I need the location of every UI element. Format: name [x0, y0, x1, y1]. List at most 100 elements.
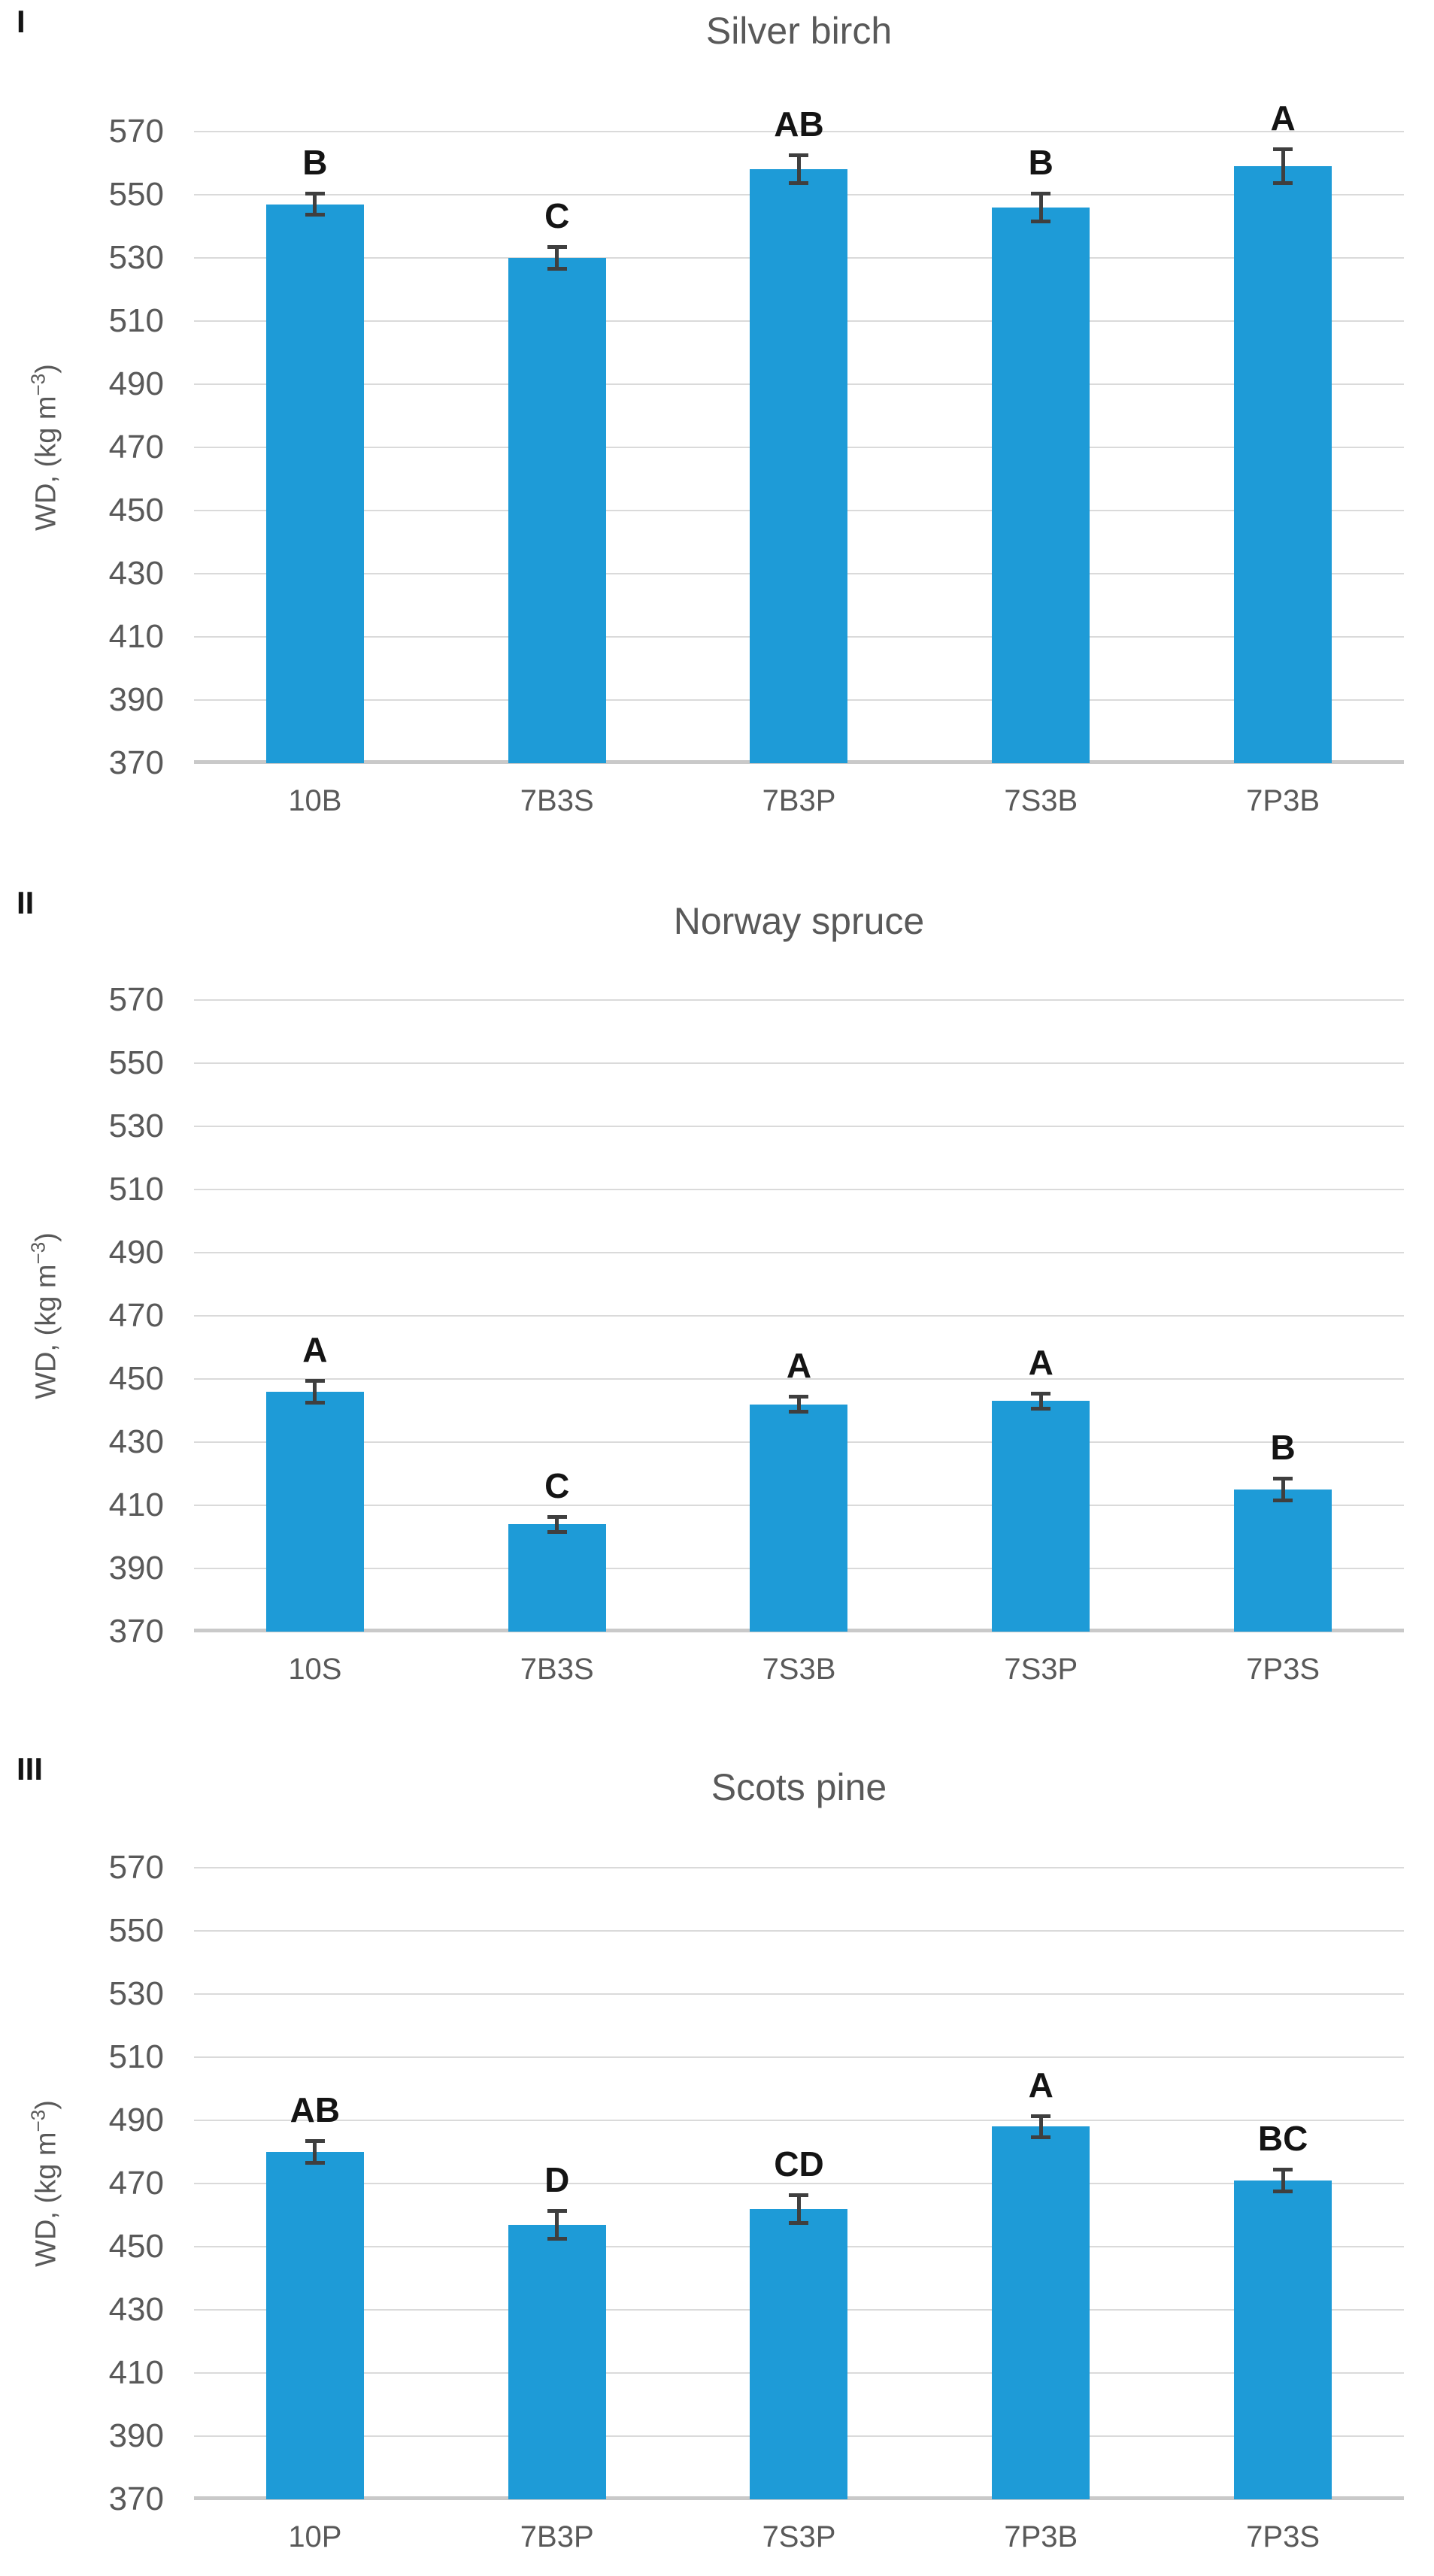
x-label-7P3S: 7P3S	[1246, 1653, 1320, 1686]
y-tick-470: 470	[108, 1297, 164, 1334]
y-tick-550: 550	[108, 1044, 164, 1081]
x-label-7P3B: 7P3B	[1004, 2520, 1078, 2553]
significance-letter-7B3P: AB	[774, 105, 824, 144]
y-tick-390: 390	[108, 1550, 164, 1587]
x-label-7P3S: 7P3S	[1246, 2520, 1320, 2553]
chart-panel-norway-spruce: II Norway spruce WD, (kg m−3) 570 550 530 5…	[0, 859, 1434, 1717]
error-cap-bottom-7S3B	[789, 1410, 809, 1414]
error-bar-7S3B	[796, 1395, 801, 1414]
gridline-570	[194, 999, 1404, 1001]
panel-numeral: III	[17, 1751, 44, 1787]
panel-numeral: I	[17, 4, 26, 39]
chart-title: Silver birch	[705, 10, 893, 52]
error-cap-bottom-7P3S	[1273, 2189, 1293, 2193]
y-tick-450: 450	[108, 1360, 164, 1397]
category-slot-7S3P: A 7S3P	[920, 1000, 1162, 1684]
x-label-7B3S: 7B3S	[520, 784, 594, 817]
y-tick-570: 570	[108, 1849, 164, 1886]
plot-area: B 10B C 7B3S AB 7B3P B 7S3B A 7P3B	[194, 101, 1404, 816]
gridline-470	[194, 1315, 1404, 1317]
y-tick-490: 490	[108, 365, 164, 402]
y-tick-550: 550	[108, 1912, 164, 1949]
bar-7P3B	[992, 2126, 1090, 2499]
x-label-10B: 10B	[288, 784, 342, 817]
significance-letter-7S3P: CD	[774, 2144, 824, 2184]
y-axis-ticks: 570 550 530 510 490 470 450 430 410 390 370	[0, 1851, 176, 2516]
x-label-10P: 10P	[288, 2520, 342, 2553]
category-slot-7P3B: A 7P3B	[920, 1868, 1162, 2552]
y-tick-370: 370	[108, 2481, 164, 2517]
category-slot-7P3S: B 7P3S	[1162, 1000, 1404, 1684]
error-cap-top-7S3B	[789, 1395, 809, 1399]
y-tick-530: 530	[108, 1975, 164, 2012]
gridline-550	[194, 1930, 1404, 1932]
y-tick-410: 410	[108, 1487, 164, 1523]
y-tick-450: 450	[108, 492, 164, 529]
y-tick-570: 570	[108, 113, 164, 150]
category-slot-7B3S: C 7B3S	[436, 132, 678, 816]
x-label-7B3P: 7B3P	[762, 784, 836, 817]
error-bar-7P3S	[1281, 2168, 1285, 2193]
error-cap-bottom-7B3S	[547, 1529, 567, 1534]
bar-7B3P	[750, 169, 848, 763]
error-cap-bottom-10P	[305, 2160, 325, 2165]
error-cap-top-7B3S	[547, 1514, 567, 1519]
gridline-570	[194, 131, 1404, 132]
y-tick-550: 550	[108, 176, 164, 213]
bar-7B3P	[508, 2224, 606, 2499]
plot-area: AB 10P D 7B3P CD 7S3P A 7P3B BC 7P3S	[194, 1867, 1404, 2552]
chart-title: Norway spruce	[673, 900, 925, 942]
error-cap-top-7S3P	[1031, 1391, 1051, 1396]
significance-letter-7P3S: BC	[1257, 2119, 1308, 2158]
y-tick-510: 510	[108, 1171, 164, 1208]
plot-area: A 10S C 7B3S A 7S3B A 7S3P B 7P3S	[194, 999, 1404, 1684]
y-tick-410: 410	[108, 618, 164, 655]
category-slot-7S3B: B 7S3B	[920, 132, 1162, 816]
error-bar-7B3S	[555, 245, 559, 271]
error-cap-top-7P3S	[1273, 1477, 1293, 1481]
gridline-570	[194, 1867, 1404, 1868]
bar-7B3S	[508, 258, 606, 763]
error-cap-top-10B	[305, 191, 325, 195]
bar-10P	[265, 2152, 364, 2499]
category-slot-7S3P: CD 7S3P	[678, 1868, 920, 2552]
bar-7P3B	[1234, 166, 1332, 763]
error-bar-7P3B	[1038, 2114, 1043, 2140]
error-cap-top-7B3S	[547, 245, 567, 250]
chart-panel-scots-pine: III Scots pine WD, (kg m−3) 570 550 530 510…	[0, 1717, 1434, 2576]
y-tick-410: 410	[108, 2354, 164, 2391]
chart-title: Scots pine	[711, 1766, 887, 1808]
category-slot-7B3P: D 7B3P	[436, 1868, 678, 2552]
error-bar-7S3P	[796, 2193, 801, 2225]
error-bar-7S3B	[1038, 191, 1043, 223]
significance-letter-10B: B	[302, 142, 328, 182]
significance-letter-7P3B: A	[1028, 2065, 1054, 2105]
category-slot-7B3P: AB 7B3P	[678, 107, 920, 816]
y-tick-430: 430	[108, 555, 164, 592]
bar-7S3B	[992, 207, 1090, 763]
significance-letter-7B3P: D	[544, 2159, 570, 2199]
y-tick-510: 510	[108, 302, 164, 339]
error-bar-10S	[313, 1379, 317, 1405]
y-tick-530: 530	[108, 239, 164, 276]
significance-letter-7S3P: A	[1028, 1342, 1054, 1382]
bar-7P3S	[1234, 1490, 1332, 1632]
gridline-510	[194, 2056, 1404, 2058]
error-bar-7B3S	[555, 1514, 559, 1534]
gridline-490	[194, 2120, 1404, 2121]
category-slot-7P3S: BC 7P3S	[1162, 1868, 1404, 2552]
error-bar-7B3P	[555, 2208, 559, 2241]
error-cap-bottom-7B3P	[547, 2236, 567, 2241]
x-label-7S3P: 7S3P	[1004, 1653, 1078, 1686]
error-cap-bottom-7P3B	[1031, 2135, 1051, 2140]
y-tick-390: 390	[108, 681, 164, 718]
error-cap-bottom-7P3S	[1273, 1498, 1293, 1502]
significance-letter-7S3B: A	[786, 1346, 812, 1385]
error-bar-7S3P	[1038, 1391, 1043, 1411]
error-cap-bottom-7S3P	[1031, 1407, 1051, 1411]
gridline-510	[194, 1189, 1404, 1190]
significance-letter-7P3B: A	[1270, 98, 1296, 138]
error-cap-top-10P	[305, 2139, 325, 2144]
significance-letter-7P3S: B	[1270, 1428, 1296, 1468]
bar-7S3B	[750, 1404, 848, 1632]
